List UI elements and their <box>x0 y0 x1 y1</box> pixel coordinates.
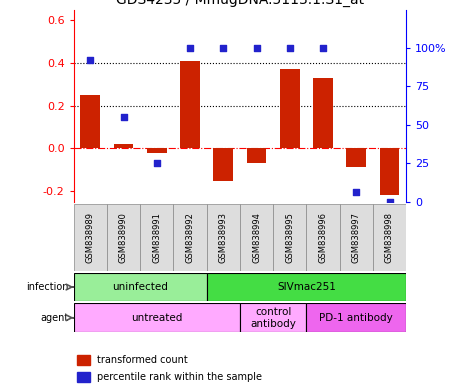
Text: infection: infection <box>26 282 68 292</box>
Bar <box>140 204 173 271</box>
Text: GSM838998: GSM838998 <box>385 212 394 263</box>
Text: GSM838994: GSM838994 <box>252 212 261 263</box>
Point <box>86 57 94 63</box>
Bar <box>173 204 207 271</box>
Bar <box>213 148 233 181</box>
Point <box>186 45 194 51</box>
Bar <box>74 303 240 332</box>
Bar <box>77 355 90 365</box>
Text: GSM838995: GSM838995 <box>285 212 294 263</box>
Bar <box>306 303 406 332</box>
Bar <box>107 204 140 271</box>
Text: GSM838990: GSM838990 <box>119 212 128 263</box>
Text: GSM838989: GSM838989 <box>86 212 95 263</box>
Point <box>253 45 260 51</box>
Point <box>319 45 327 51</box>
Bar <box>346 148 366 167</box>
Bar <box>147 148 167 152</box>
Text: GSM838991: GSM838991 <box>152 212 161 263</box>
Bar <box>273 204 306 271</box>
Point <box>120 114 127 120</box>
Bar <box>380 148 399 195</box>
Bar <box>207 273 406 301</box>
Text: percentile rank within the sample: percentile rank within the sample <box>97 372 262 382</box>
Text: untreated: untreated <box>131 313 182 323</box>
Point <box>386 199 393 205</box>
Bar <box>306 204 340 271</box>
Bar <box>207 204 240 271</box>
Bar <box>114 144 133 148</box>
Bar <box>247 148 266 163</box>
Text: GSM838993: GSM838993 <box>219 212 228 263</box>
Bar <box>77 372 90 382</box>
Point <box>286 45 294 51</box>
Bar <box>240 303 306 332</box>
Text: control
antibody: control antibody <box>250 307 296 329</box>
Bar <box>74 204 107 271</box>
Point <box>352 189 360 195</box>
Bar <box>280 70 300 148</box>
Bar <box>373 204 406 271</box>
Bar <box>180 61 200 148</box>
Point <box>219 45 227 51</box>
Bar <box>80 95 100 148</box>
Bar <box>240 204 273 271</box>
Point <box>153 160 161 166</box>
Bar <box>74 273 207 301</box>
Text: GSM838996: GSM838996 <box>319 212 327 263</box>
Text: GSM838992: GSM838992 <box>186 212 194 263</box>
Text: uninfected: uninfected <box>112 282 168 292</box>
Text: PD-1 antibody: PD-1 antibody <box>319 313 393 323</box>
Bar <box>313 78 333 148</box>
Text: agent: agent <box>40 313 68 323</box>
Text: GSM838997: GSM838997 <box>352 212 361 263</box>
Title: GDS4235 / MmugDNA.5113.1.S1_at: GDS4235 / MmugDNA.5113.1.S1_at <box>116 0 364 7</box>
Text: transformed count: transformed count <box>97 355 188 365</box>
Text: SIVmac251: SIVmac251 <box>277 282 336 292</box>
Bar <box>340 204 373 271</box>
